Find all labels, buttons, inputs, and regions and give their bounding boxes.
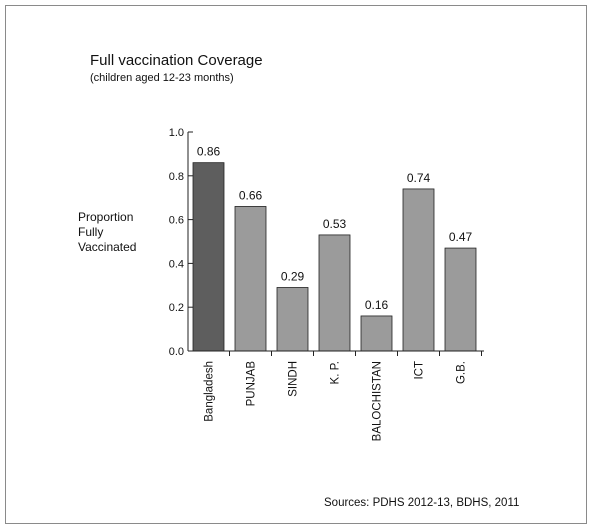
bar-g-b (444, 247, 477, 352)
data-label: 0.86 (197, 145, 221, 159)
bar-ict (402, 188, 435, 352)
bar-balochistan (360, 315, 393, 352)
y-tick-label: 1.0 (169, 127, 184, 139)
source-note: Sources: PDHS 2012-13, BDHS, 2011 (324, 497, 520, 509)
y-tick-label: 0.4 (169, 258, 184, 270)
y-axis-label: Proportion Fully Vaccinated (78, 210, 168, 255)
y-tick-label: 0.2 (169, 302, 184, 314)
x-tick-label: PUNJAB (246, 361, 258, 407)
chart-frame (5, 5, 587, 524)
y-axis-label-line: Proportion (78, 210, 134, 224)
data-label: 0.66 (239, 188, 263, 202)
y-tick-label: 0.0 (169, 346, 184, 358)
bar-sindh (276, 287, 309, 352)
data-label: 0.53 (323, 217, 347, 231)
y-tick-label: 0.6 (169, 215, 184, 227)
x-tick-label: SINDH (288, 361, 300, 397)
bar-bangladesh (192, 162, 225, 352)
bar-k-p (318, 234, 351, 352)
x-tick-label: BALOCHISTAN (372, 361, 384, 441)
x-tick-label: Bangladesh (204, 361, 216, 422)
x-tick-label: K. P. (330, 361, 342, 384)
bar-punjab (234, 206, 267, 352)
data-label: 0.47 (449, 230, 473, 244)
y-tick-label: 0.8 (169, 171, 184, 183)
chart-subtitle: (children aged 12-23 months) (90, 72, 234, 84)
x-tick-label: ICT (414, 361, 426, 380)
data-label: 0.29 (281, 269, 305, 283)
data-label: 0.16 (365, 298, 389, 312)
x-tick-label: G.B. (456, 361, 468, 384)
y-axis-label-line: Vaccinated (78, 240, 137, 254)
chart-title: Full vaccination Coverage (90, 52, 263, 69)
data-label: 0.74 (407, 171, 431, 185)
y-axis-label-line: Fully (78, 225, 104, 239)
